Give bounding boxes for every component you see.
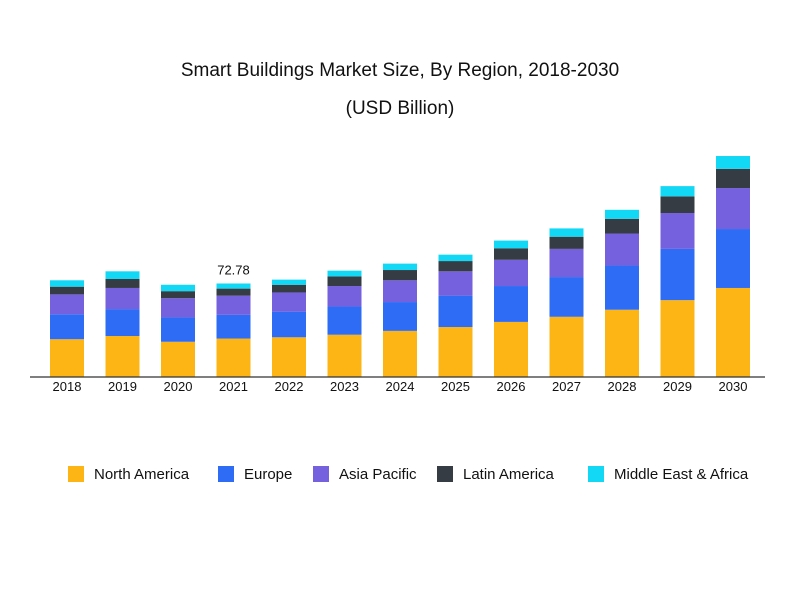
bar-2021-middle-east-africa (217, 283, 251, 288)
bar-2030-europe (716, 229, 750, 288)
legend-item: Middle East & Africa (588, 464, 748, 484)
x-tick-label: 2030 (719, 379, 748, 394)
legend-swatch (588, 466, 604, 482)
bar-2019-north-america (106, 336, 140, 377)
bar-2026-asia-pacific (494, 260, 528, 286)
legend-item: North America (68, 464, 189, 484)
bar-2030-middle-east-africa (716, 156, 750, 169)
chart-legend: North America Europe Asia Pacific Latin Ame… (0, 464, 800, 488)
legend-item: Asia Pacific (313, 464, 417, 484)
legend-swatch (313, 466, 329, 482)
x-tick-label: 2029 (663, 379, 692, 394)
bar-2021-asia-pacific (217, 296, 251, 315)
bar-2019-latin-america (106, 279, 140, 288)
bar-2030-north-america (716, 288, 750, 377)
bar-2027-latin-america (550, 237, 584, 249)
bar-2025-asia-pacific (439, 271, 473, 295)
bar-2020-middle-east-africa (161, 285, 195, 291)
bar-2023-latin-america (328, 276, 362, 286)
bar-2021-europe (217, 315, 251, 339)
x-tick-label: 2028 (608, 379, 637, 394)
bar-2029-europe (661, 249, 695, 300)
bar-2021-north-america (217, 339, 251, 377)
x-tick-label: 2024 (386, 379, 415, 394)
legend-swatch (218, 466, 234, 482)
legend-label: North America (94, 466, 189, 483)
x-tick-label: 2026 (497, 379, 526, 394)
bar-2024-middle-east-africa (383, 264, 417, 270)
x-tick-label: 2023 (330, 379, 359, 394)
bar-2018-europe (50, 314, 84, 339)
bar-2022-north-america (272, 337, 306, 377)
bar-2026-europe (494, 286, 528, 322)
bar-2018-middle-east-africa (50, 280, 84, 286)
bar-2027-europe (550, 277, 584, 317)
legend-swatch (437, 466, 453, 482)
bar-2019-europe (106, 309, 140, 336)
bar-2023-north-america (328, 335, 362, 377)
bar-2026-north-america (494, 322, 528, 377)
bar-2023-europe (328, 307, 362, 335)
bar-2018-latin-america (50, 287, 84, 295)
bar-2019-middle-east-africa (106, 271, 140, 279)
bar-2022-latin-america (272, 285, 306, 293)
bar-2020-europe (161, 317, 195, 341)
bar-2021-latin-america (217, 289, 251, 296)
legend-item: Europe (218, 464, 292, 484)
bar-2025-middle-east-africa (439, 255, 473, 261)
bar-2019-asia-pacific (106, 288, 140, 309)
x-tick-label: 2021 (219, 379, 248, 394)
bar-2027-asia-pacific (550, 249, 584, 277)
bar-2025-europe (439, 296, 473, 327)
bar-2026-middle-east-africa (494, 241, 528, 249)
x-tick-label: 2020 (164, 379, 193, 394)
bar-2028-asia-pacific (605, 234, 639, 266)
bar-2028-north-america (605, 310, 639, 377)
bar-2020-asia-pacific (161, 298, 195, 317)
bar-2025-latin-america (439, 261, 473, 271)
bar-2022-europe (272, 312, 306, 338)
bar-2030-latin-america (716, 169, 750, 188)
bar-2024-latin-america (383, 270, 417, 280)
bar-2028-latin-america (605, 219, 639, 234)
bar-2027-middle-east-africa (550, 228, 584, 236)
bar-2029-latin-america (661, 196, 695, 213)
bar-2023-middle-east-africa (328, 271, 362, 277)
bar-2026-latin-america (494, 248, 528, 260)
bar-2029-middle-east-africa (661, 186, 695, 196)
x-tick-label: 2019 (108, 379, 137, 394)
bar-2018-north-america (50, 339, 84, 377)
legend-label: Asia Pacific (339, 466, 417, 483)
bar-2028-europe (605, 266, 639, 310)
x-tick-label: 2022 (275, 379, 304, 394)
bar-2024-north-america (383, 331, 417, 377)
bar-2020-north-america (161, 342, 195, 377)
bar-2030-asia-pacific (716, 188, 750, 229)
bar-2025-north-america (439, 327, 473, 377)
bar-2022-middle-east-africa (272, 280, 306, 285)
bar-2027-north-america (550, 317, 584, 377)
bar-2022-asia-pacific (272, 292, 306, 311)
legend-label: Middle East & Africa (614, 466, 748, 483)
bar-2028-middle-east-africa (605, 210, 639, 219)
bar-2023-asia-pacific (328, 286, 362, 306)
bar-2024-asia-pacific (383, 280, 417, 302)
legend-label: Latin America (463, 466, 554, 483)
bar-2029-asia-pacific (661, 213, 695, 249)
bar-2018-asia-pacific (50, 294, 84, 314)
bar-2020-latin-america (161, 291, 195, 298)
x-tick-label: 2027 (552, 379, 581, 394)
data-label: 72.78 (217, 262, 250, 277)
legend-label: Europe (244, 466, 292, 483)
x-tick-label: 2018 (53, 379, 82, 394)
x-tick-label: 2025 (441, 379, 470, 394)
bar-2029-north-america (661, 300, 695, 377)
bar-2024-europe (383, 302, 417, 331)
legend-item: Latin America (437, 464, 554, 484)
legend-swatch (68, 466, 84, 482)
